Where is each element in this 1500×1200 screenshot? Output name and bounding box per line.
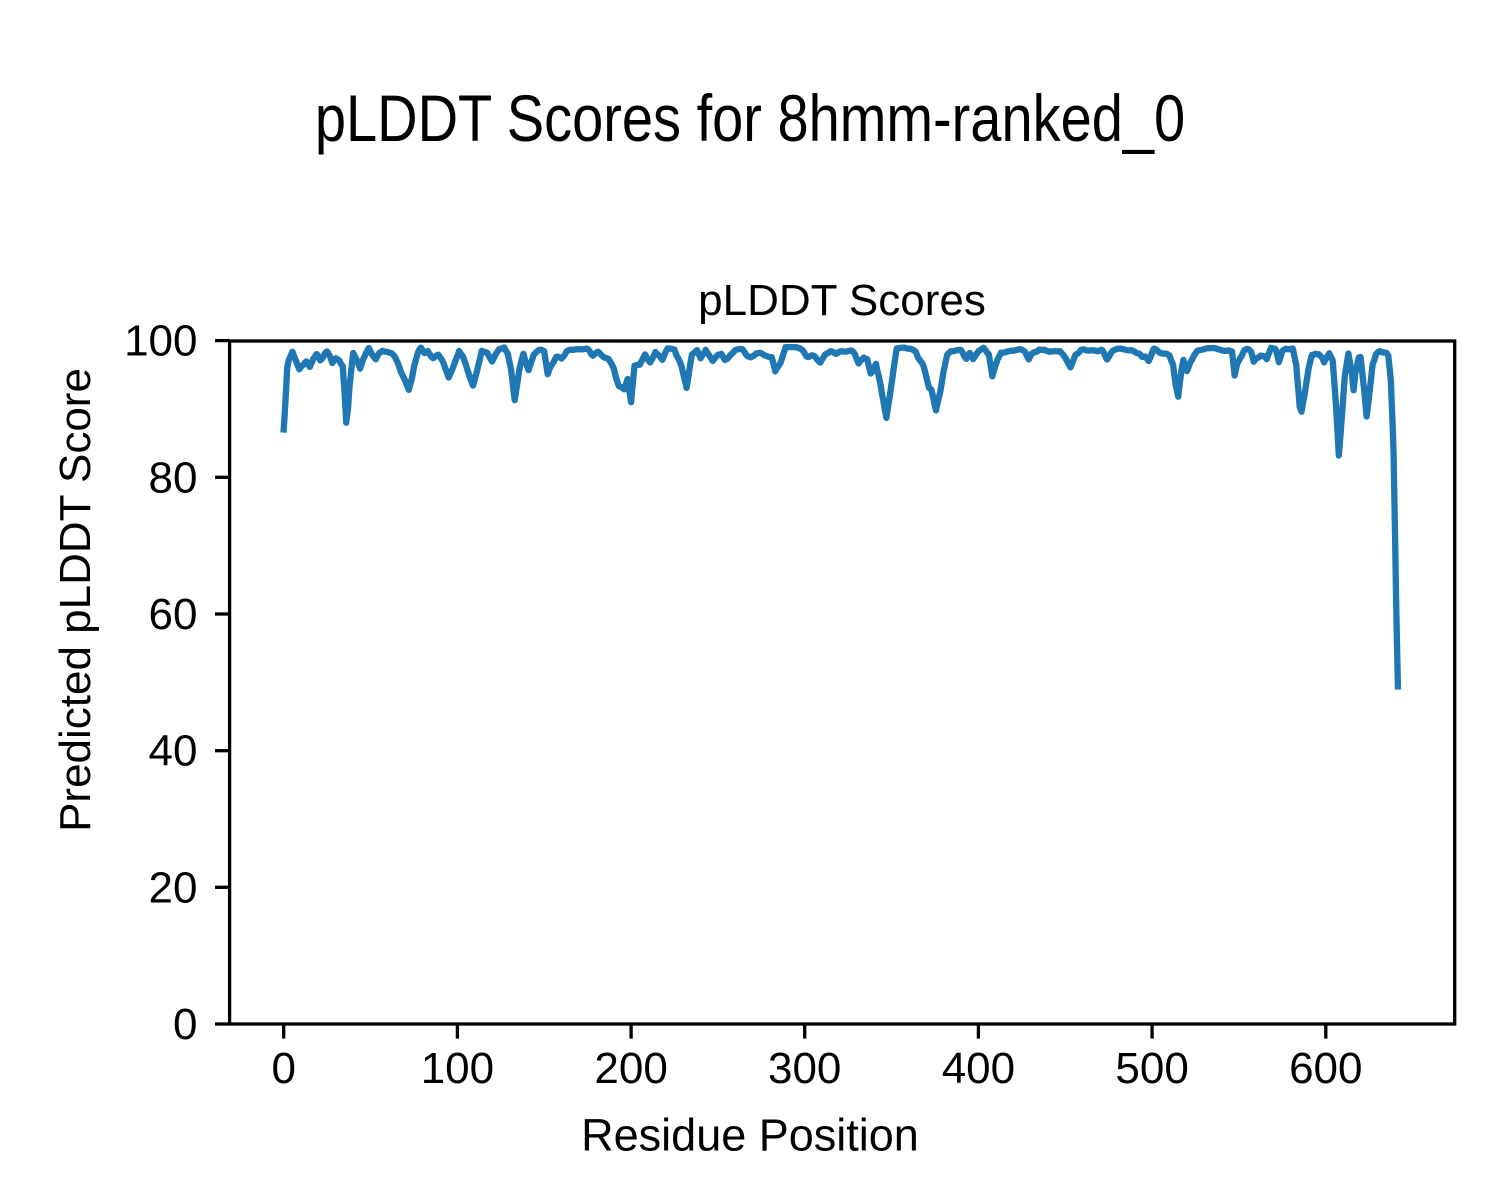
svg-text:600: 600: [1289, 1044, 1362, 1093]
svg-text:pLDDT Scores for 8hmm-ranked_0: pLDDT Scores for 8hmm-ranked_0: [315, 82, 1185, 155]
svg-text:500: 500: [1115, 1044, 1188, 1093]
svg-text:0: 0: [173, 1000, 197, 1049]
svg-text:300: 300: [768, 1044, 841, 1093]
svg-text:20: 20: [149, 863, 198, 912]
svg-text:80: 80: [149, 453, 198, 502]
svg-text:40: 40: [149, 727, 198, 776]
svg-text:0: 0: [271, 1044, 295, 1093]
svg-text:Predicted pLDDT Score: Predicted pLDDT Score: [51, 368, 100, 832]
svg-text:pLDDT Scores: pLDDT Scores: [698, 276, 986, 325]
svg-text:200: 200: [594, 1044, 667, 1093]
svg-text:100: 100: [124, 317, 197, 366]
svg-text:Residue Position: Residue Position: [581, 1110, 919, 1161]
svg-text:60: 60: [149, 590, 198, 639]
svg-text:400: 400: [942, 1044, 1015, 1093]
svg-text:100: 100: [421, 1044, 494, 1093]
